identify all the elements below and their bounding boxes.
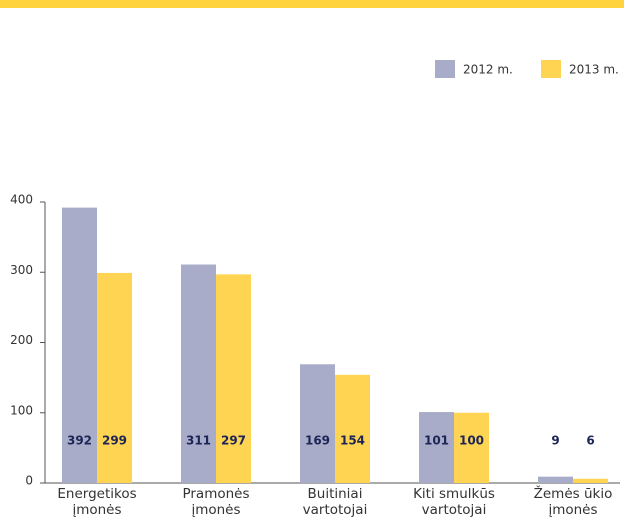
x-tick-label: įmonės bbox=[548, 502, 597, 518]
x-tick-label: vartotojai bbox=[422, 502, 487, 518]
y-tick-label: 100 bbox=[10, 403, 33, 417]
value-label: 169 bbox=[305, 434, 330, 448]
value-label: 299 bbox=[102, 434, 127, 448]
y-tick-label: 300 bbox=[10, 263, 33, 277]
x-tick-label: įmonės bbox=[72, 502, 121, 518]
x-tick-label: Pramonės bbox=[182, 486, 249, 502]
bar bbox=[62, 207, 97, 483]
header-band bbox=[0, 0, 624, 8]
y-tick-label: 0 bbox=[25, 474, 33, 488]
legend-swatch bbox=[435, 60, 455, 78]
legend-label: 2012 m. bbox=[463, 63, 513, 77]
bar bbox=[454, 412, 489, 483]
y-tick-label: 400 bbox=[10, 193, 33, 207]
bar bbox=[573, 478, 608, 483]
value-label: 311 bbox=[186, 434, 211, 448]
bar bbox=[335, 374, 370, 483]
bar bbox=[97, 272, 132, 483]
bar bbox=[300, 364, 335, 483]
x-tick-label: įmonės bbox=[191, 502, 240, 518]
legend-label: 2013 m. bbox=[569, 63, 619, 77]
value-label: 100 bbox=[459, 434, 484, 448]
value-label: 9 bbox=[551, 434, 559, 448]
value-label: 297 bbox=[221, 434, 246, 448]
legend-swatch bbox=[541, 60, 561, 78]
value-label: 392 bbox=[67, 434, 92, 448]
x-tick-label: Buitiniai bbox=[308, 486, 363, 502]
value-label: 101 bbox=[424, 434, 449, 448]
bar bbox=[538, 476, 573, 483]
value-label: 154 bbox=[340, 434, 365, 448]
y-tick-label: 200 bbox=[10, 333, 33, 347]
bar bbox=[419, 412, 454, 483]
x-tick-label: Energetikos bbox=[57, 486, 136, 502]
bar bbox=[181, 264, 216, 483]
x-tick-label: Žemės ūkio bbox=[534, 484, 613, 502]
bar bbox=[216, 274, 251, 483]
x-tick-label: vartotojai bbox=[303, 502, 368, 518]
x-tick-label: Kiti smulkūs bbox=[413, 486, 495, 502]
value-label: 6 bbox=[586, 434, 594, 448]
